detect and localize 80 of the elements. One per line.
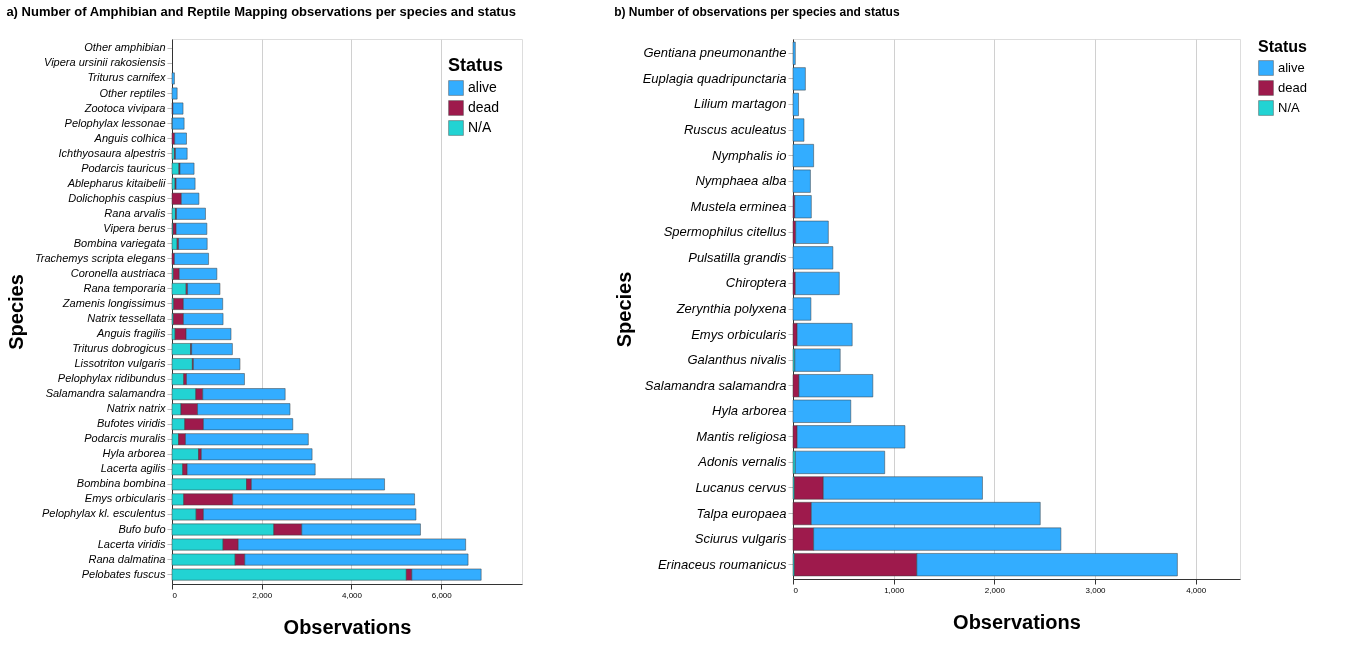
y-tick-label: Nymphalis io xyxy=(712,147,787,163)
y-tick-label: Lilium martagon xyxy=(694,96,787,112)
y-tick-label: Anguis colhica xyxy=(93,131,166,144)
y-tick-label: Rana temporaria xyxy=(83,281,166,294)
y-tick-label: Nymphaea alba xyxy=(695,173,787,189)
legend-label: N/A xyxy=(468,119,492,135)
y-axis-title: Species xyxy=(4,274,27,350)
y-tick-label: Podarcis muralis xyxy=(84,432,166,445)
x-tick-label: 1,000 xyxy=(884,585,905,595)
legend-label: N/A xyxy=(1278,100,1300,115)
x-tick-label: 4,000 xyxy=(341,590,363,600)
y-tick-label: Ruscus aculeatus xyxy=(683,122,787,138)
y-tick-label: Natrix tessellata xyxy=(87,312,166,325)
y-tick-label: Hyla arborea xyxy=(712,403,787,419)
y-tick-label: Salamandra salamandra xyxy=(45,387,166,400)
y-tick-label: Dolichophis caspius xyxy=(68,191,166,204)
y-tick-label: Mantis religiosa xyxy=(696,428,787,444)
legend-label: alive xyxy=(468,79,498,95)
y-tick-label: Salamandra salamandra xyxy=(644,377,787,393)
y-tick-label: Triturus dobrogicus xyxy=(72,342,166,355)
y-tick-label: Emys orbicularis xyxy=(691,326,787,342)
y-tick-label: Pulsatilla grandis xyxy=(688,249,787,265)
y-tick-label: Lissotriton vulgaris xyxy=(74,357,166,370)
y-tick-label: Hyla arborea xyxy=(102,447,166,460)
y-tick-label: Anguis fragilis xyxy=(96,327,166,340)
x-tick-label: 4,000 xyxy=(1186,585,1207,595)
legend-label: alive xyxy=(1278,60,1305,75)
x-tick-label: 2,000 xyxy=(984,585,1006,595)
legend-label: dead xyxy=(468,99,500,115)
y-tick-label: Coronella austriaca xyxy=(70,266,166,279)
legend-label: dead xyxy=(1278,80,1307,95)
y-tick-label: Bombina bombina xyxy=(76,477,166,490)
y-tick-label: Zootoca vivipara xyxy=(83,101,166,114)
y-tick-label: Vipera ursinii rakosiensis xyxy=(44,56,166,69)
x-tick-label: 6,000 xyxy=(431,590,453,600)
y-tick-label: Lacerta viridis xyxy=(97,537,166,550)
y-tick-label: Lacerta agilis xyxy=(100,462,166,475)
y-tick-label: Pelophylax kl. esculentus xyxy=(41,507,166,520)
y-tick-label: Spermophilus citellus xyxy=(663,224,787,240)
chart-title: a) Number of Amphibian and Reptile Mapping observations per species and status xyxy=(6,4,516,19)
y-tick-label: Rana arvalis xyxy=(104,206,166,219)
chart-title: b) Number of observations per species and status xyxy=(614,5,900,19)
y-tick-label: Triturus carnifex xyxy=(87,71,166,84)
y-tick-label: Galanthus nivalis xyxy=(687,352,787,368)
y-tick-label: Natrix natrix xyxy=(106,402,166,415)
y-tick-label: Zamenis longissimus xyxy=(61,296,166,309)
y-tick-label: Euplagia quadripunctaria xyxy=(642,70,787,86)
y-tick-label: Vipera berus xyxy=(103,221,166,234)
legend-title: Status xyxy=(1258,38,1307,55)
y-tick-label: Ichthyosaura alpestris xyxy=(58,146,166,159)
y-tick-label: Trachemys scripta elegans xyxy=(34,251,166,264)
x-tick-label: 2,000 xyxy=(252,590,273,600)
y-tick-label: Erinaceus roumanicus xyxy=(657,556,787,572)
y-tick-label: Other amphibian xyxy=(84,41,166,54)
y-tick-label: Pelophylax lessonae xyxy=(64,116,166,129)
y-tick-label: Pelophylax ridibundus xyxy=(57,372,166,385)
y-tick-label: Bombina variegata xyxy=(73,236,166,249)
y-tick-label: Bufo bufo xyxy=(118,522,166,535)
x-tick-label: 3,000 xyxy=(1085,585,1107,595)
y-tick-label: Mustela erminea xyxy=(690,198,787,214)
y-tick-label: Bufotes viridis xyxy=(97,417,166,430)
y-tick-label: Rana dalmatina xyxy=(88,552,166,565)
x-tick-label: 0 xyxy=(793,585,799,595)
y-tick-label: Pelobates fuscus xyxy=(81,567,166,580)
x-tick-label: 0 xyxy=(172,590,178,600)
y-tick-label: Lucanus cervus xyxy=(695,479,787,495)
y-axis-title: Species xyxy=(612,271,635,348)
x-axis-title: Observations xyxy=(283,615,412,638)
y-tick-label: Gentiana pneumonanthe xyxy=(643,45,787,61)
y-tick-label: Podarcis tauricus xyxy=(81,161,166,174)
y-tick-label: Emys orbicularis xyxy=(84,492,166,505)
y-tick-label: Other reptiles xyxy=(99,86,166,99)
y-tick-label: Zerynthia polyxena xyxy=(675,301,787,316)
y-tick-label: Adonis vernalis xyxy=(697,454,787,470)
legend-title: Status xyxy=(448,55,504,75)
x-axis-title: Observations xyxy=(953,610,1081,633)
y-tick-label: Chiroptera xyxy=(725,275,787,291)
y-tick-label: Ablepharus kitaibelii xyxy=(66,176,167,189)
y-tick-label: Talpa europaea xyxy=(696,505,787,521)
y-tick-label: Sciurus vulgaris xyxy=(694,531,787,547)
